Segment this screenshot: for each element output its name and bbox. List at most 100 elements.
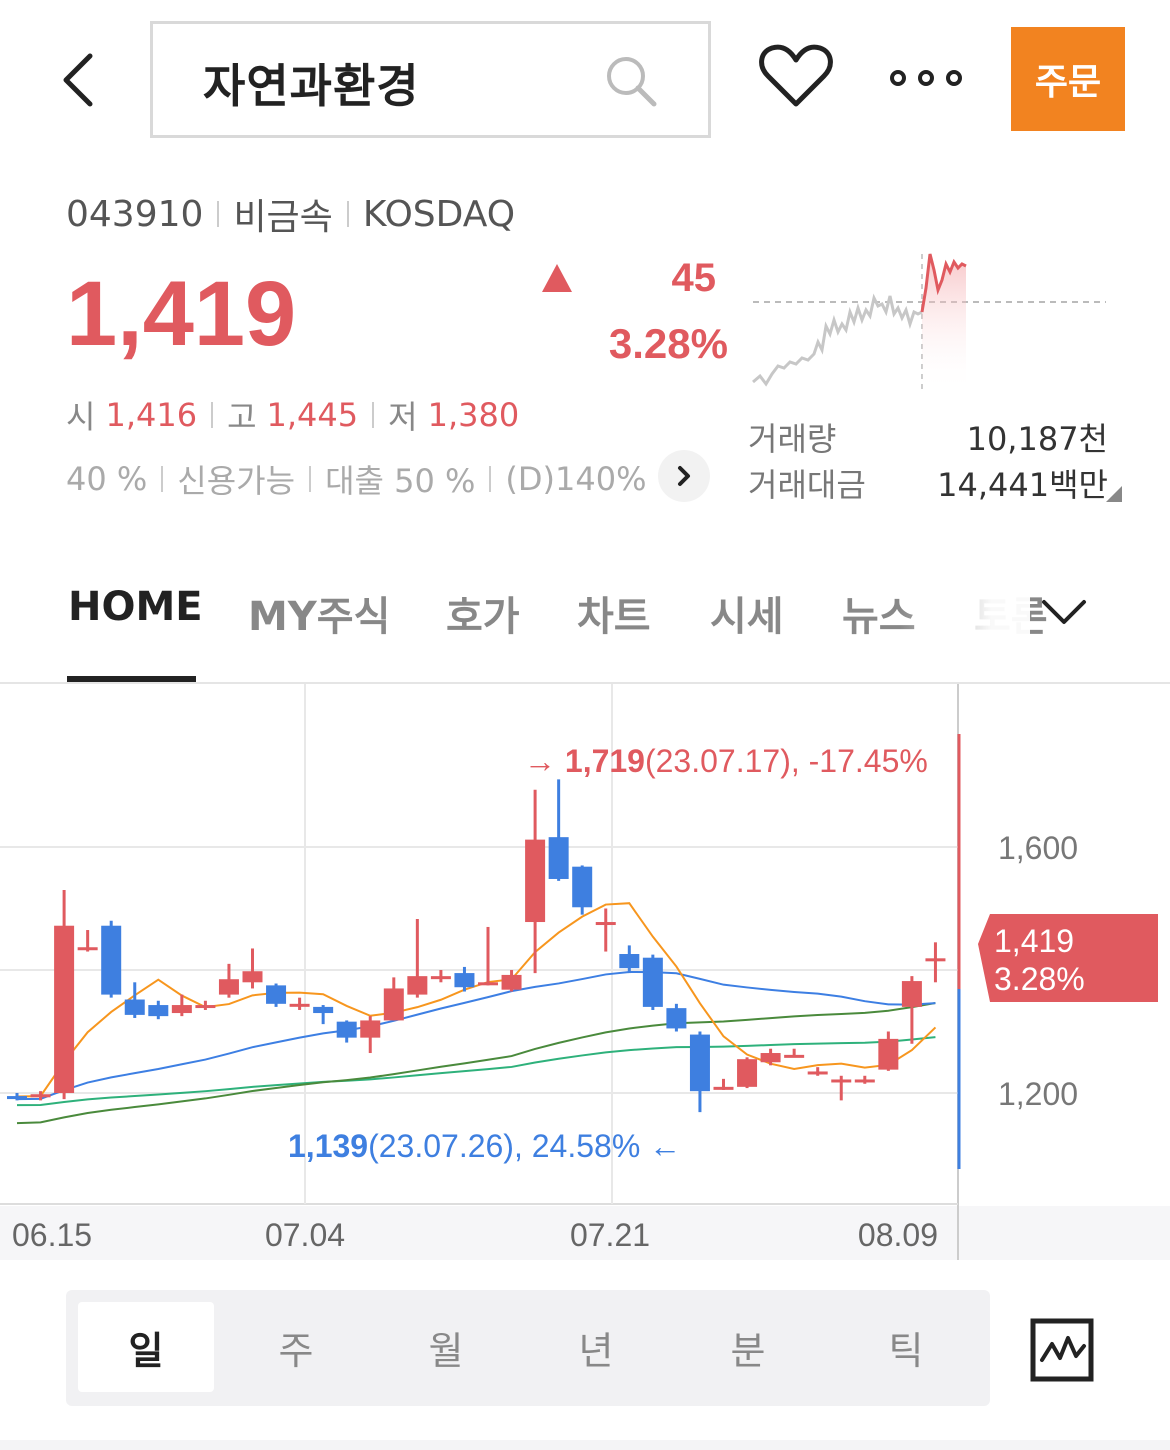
tab-my-stock[interactable]: MY주식 — [248, 594, 391, 640]
credit-detail-button[interactable] — [658, 450, 710, 502]
pre-session-line — [752, 293, 923, 387]
low-value: 1,380 — [427, 396, 520, 434]
margin-rate: 40 % — [66, 460, 148, 498]
order-button[interactable]: 주문 — [1011, 27, 1125, 131]
candle-body — [54, 925, 75, 1093]
candle-body — [501, 974, 522, 990]
search-bar[interactable]: 자연과환경 — [150, 21, 711, 138]
session-line — [920, 253, 967, 313]
current-price-tag — [978, 914, 1158, 1002]
candle-body — [336, 1021, 357, 1038]
candle-body — [784, 1054, 805, 1058]
volume-value: 10,187천 — [966, 420, 1108, 458]
d-rate: (D)140% — [505, 460, 647, 498]
divider — [372, 402, 375, 428]
candle-body — [572, 866, 593, 908]
chevron-left-icon — [63, 53, 93, 107]
open-label: 시 — [66, 398, 96, 436]
stock-info-line: 043910 비금속 KOSDAQ — [66, 188, 515, 240]
price-change-percent: 3.28% — [608, 320, 728, 367]
period-week[interactable]: 주 — [278, 1328, 314, 1373]
volume-row: 거래량 10,187천 — [748, 414, 1108, 460]
x-tick-label: 07.21 — [570, 1217, 650, 1253]
candle-body — [666, 1008, 687, 1029]
candle-body — [925, 958, 946, 962]
candlestick-chart[interactable]: 1,600 1,200 06.15 07.04 07.21 08.09 → 1,719(23… — [0, 684, 1170, 1260]
candle-body — [430, 976, 451, 980]
candle-body — [30, 1094, 51, 1098]
y-tick-label: 1,200 — [998, 1076, 1078, 1112]
candle-body — [242, 971, 263, 983]
back-button[interactable] — [52, 40, 112, 120]
open-value: 1,416 — [105, 396, 198, 434]
tab-quotes[interactable]: 호가 — [446, 594, 520, 640]
period-minute[interactable]: 분 — [730, 1328, 766, 1373]
candle-body — [195, 1005, 216, 1009]
candle-body — [478, 982, 498, 986]
chevron-right-icon — [678, 466, 690, 486]
x-tick-label: 07.04 — [265, 1217, 345, 1253]
triangle-up-icon — [542, 264, 572, 292]
candle-body — [148, 1005, 169, 1017]
candle-body — [77, 947, 98, 951]
max-annotation: → 1,719(23.07.17), -17.45% — [524, 743, 928, 779]
y-tick-label: 1,600 — [998, 830, 1078, 866]
active-tab-indicator — [67, 676, 196, 684]
ma60-line — [16, 1002, 936, 1125]
candle-body — [689, 1034, 710, 1092]
chevron-down-icon[interactable] — [1036, 584, 1092, 640]
low-label: 저 — [388, 398, 418, 436]
ma5-line — [16, 902, 937, 1098]
candle-body — [760, 1053, 781, 1063]
indicator-chart-icon[interactable] — [1030, 1318, 1094, 1382]
candle-body — [360, 1020, 381, 1038]
x-tick-label: 08.09 — [858, 1217, 938, 1253]
tab-fade-overlay — [900, 578, 1030, 648]
divider — [217, 201, 220, 227]
candle-body — [266, 985, 287, 1004]
price-tag-value: 1,419 — [994, 923, 1074, 959]
more-options-button[interactable] — [888, 58, 964, 98]
candle-body — [454, 973, 475, 988]
divider — [346, 201, 349, 227]
candle-body — [218, 979, 239, 995]
ma20-line — [16, 971, 936, 1101]
ma120-line — [16, 1036, 936, 1107]
ohl-line: 시 1,416 고 1,445 저 1,380 — [66, 392, 519, 438]
candle-body — [619, 954, 640, 969]
tab-chart[interactable]: 차트 — [577, 594, 651, 640]
tab-price[interactable]: 시세 — [710, 594, 784, 640]
candle-body — [548, 837, 569, 879]
divider — [161, 466, 164, 492]
stock-code: 043910 — [66, 193, 204, 235]
heart-icon — [759, 44, 833, 107]
grid — [0, 684, 958, 1204]
period-tick[interactable]: 틱 — [888, 1328, 924, 1373]
corner-triangle-icon — [1106, 486, 1122, 502]
session-area — [922, 254, 966, 392]
volume-label: 거래량 — [748, 420, 837, 458]
divider — [211, 402, 214, 428]
high-label: 고 — [227, 398, 257, 436]
high-value: 1,445 — [266, 396, 359, 434]
favorite-button[interactable] — [756, 42, 836, 112]
price-chart[interactable]: 1,600 1,200 06.15 07.04 07.21 08.09 → 1,719(23… — [0, 684, 1170, 1260]
period-month[interactable]: 월 — [428, 1328, 464, 1373]
candle-body — [171, 1005, 192, 1014]
candle-body — [383, 988, 404, 1021]
search-icon[interactable] — [604, 54, 660, 110]
trade-amount-label: 거래대금 — [748, 466, 866, 504]
period-day[interactable]: 일 — [78, 1302, 214, 1392]
x-tick-label: 06.15 — [12, 1217, 92, 1253]
candle-body — [407, 976, 428, 995]
tab-bar: HOME MY주식 호가 차트 시세 뉴스 토론 — [0, 560, 1170, 684]
candle-body — [525, 839, 546, 923]
tab-home[interactable]: HOME — [68, 584, 203, 630]
stock-name: 자연과환경 — [203, 59, 420, 113]
period-year[interactable]: 년 — [578, 1328, 614, 1373]
current-price: 1,419 — [66, 263, 297, 365]
candle-body — [313, 1006, 334, 1014]
candle-body — [595, 922, 616, 926]
intraday-mini-chart[interactable] — [748, 246, 1108, 396]
credit-available: 신용가능 — [177, 462, 296, 500]
